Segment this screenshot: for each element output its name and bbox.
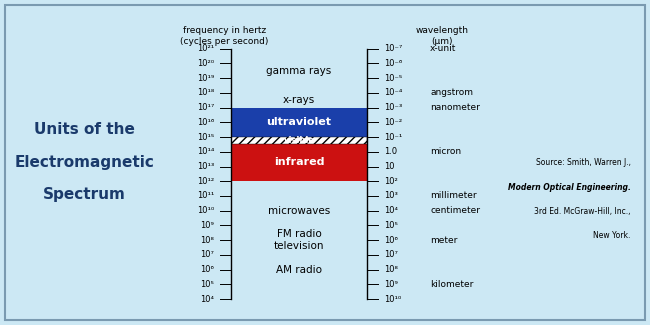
Text: 10¹⁴: 10¹⁴ (197, 147, 214, 156)
Text: gamma rays: gamma rays (266, 66, 332, 76)
Text: 10⁻⁶: 10⁻⁶ (384, 59, 402, 68)
Text: 10: 10 (384, 162, 394, 171)
Text: microwaves: microwaves (268, 206, 330, 216)
Text: 10³: 10³ (384, 191, 398, 201)
Text: micron: micron (430, 147, 461, 156)
Text: New York.: New York. (593, 231, 630, 240)
Text: centimeter: centimeter (430, 206, 480, 215)
Text: 10⁻⁴: 10⁻⁴ (384, 88, 402, 98)
Text: 10⁻⁷: 10⁻⁷ (384, 44, 402, 53)
Text: 1.0: 1.0 (384, 147, 396, 156)
Text: 10⁻¹: 10⁻¹ (384, 133, 402, 142)
Text: 10¹⁰: 10¹⁰ (384, 294, 401, 304)
Text: 10⁶: 10⁶ (200, 265, 214, 274)
Text: 10⁹: 10⁹ (384, 280, 398, 289)
Text: wavelength
(μm): wavelength (μm) (415, 26, 469, 46)
Text: 10⁻³: 10⁻³ (384, 103, 402, 112)
Bar (231, 137, 367, 144)
Text: 10²¹: 10²¹ (197, 44, 214, 53)
Text: 10¹⁵: 10¹⁵ (197, 133, 214, 142)
Text: 10¹²: 10¹² (197, 177, 214, 186)
Text: ultraviolet: ultraviolet (266, 117, 332, 127)
Text: kilometer: kilometer (430, 280, 473, 289)
Text: millimeter: millimeter (430, 191, 476, 201)
Bar (231, 108, 367, 137)
Text: Source: Smith, Warren J.,: Source: Smith, Warren J., (536, 158, 630, 167)
Text: x-rays: x-rays (283, 95, 315, 105)
Text: 10²: 10² (384, 177, 397, 186)
Text: 10¹⁶: 10¹⁶ (197, 118, 214, 127)
Text: Spectrum: Spectrum (43, 188, 126, 202)
Text: nanometer: nanometer (430, 103, 480, 112)
Text: Units of the: Units of the (34, 123, 135, 137)
Text: 10²⁰: 10²⁰ (197, 59, 214, 68)
Text: 10¹⁹: 10¹⁹ (197, 74, 214, 83)
Bar (231, 137, 367, 144)
Text: 10¹¹: 10¹¹ (197, 191, 214, 201)
Text: 10⁹: 10⁹ (200, 221, 214, 230)
Text: Electromagnetic: Electromagnetic (14, 155, 155, 170)
Text: angstrom: angstrom (430, 88, 473, 98)
Text: frequency in hertz
(cycles per second): frequency in hertz (cycles per second) (180, 26, 268, 46)
Text: 10⁴: 10⁴ (200, 294, 214, 304)
Text: infrared: infrared (274, 158, 324, 167)
Text: 10⁷: 10⁷ (200, 250, 214, 259)
Text: 10⁵: 10⁵ (200, 280, 214, 289)
Text: 10¹⁷: 10¹⁷ (197, 103, 214, 112)
Text: 10⁻²: 10⁻² (384, 118, 402, 127)
Text: x-unit: x-unit (430, 44, 456, 53)
Text: 10¹⁸: 10¹⁸ (197, 88, 214, 98)
Text: AM radio: AM radio (276, 265, 322, 275)
Text: visible: visible (283, 136, 315, 145)
Text: 10⁴: 10⁴ (384, 206, 398, 215)
Text: 10⁵: 10⁵ (384, 221, 398, 230)
Text: FM radio
television: FM radio television (274, 229, 324, 251)
Text: 10¹³: 10¹³ (197, 162, 214, 171)
Text: 10⁸: 10⁸ (200, 236, 214, 245)
Text: meter: meter (430, 236, 458, 245)
Text: Modern Optical Engineering.: Modern Optical Engineering. (508, 183, 630, 192)
Text: 10⁷: 10⁷ (384, 250, 398, 259)
Text: 10⁻⁵: 10⁻⁵ (384, 74, 402, 83)
Text: 10⁶: 10⁶ (384, 236, 398, 245)
Text: 3rd Ed. McGraw-Hill, Inc.,: 3rd Ed. McGraw-Hill, Inc., (534, 207, 630, 216)
Bar (231, 144, 367, 181)
Text: 10¹⁰: 10¹⁰ (197, 206, 214, 215)
Text: 10⁸: 10⁸ (384, 265, 398, 274)
